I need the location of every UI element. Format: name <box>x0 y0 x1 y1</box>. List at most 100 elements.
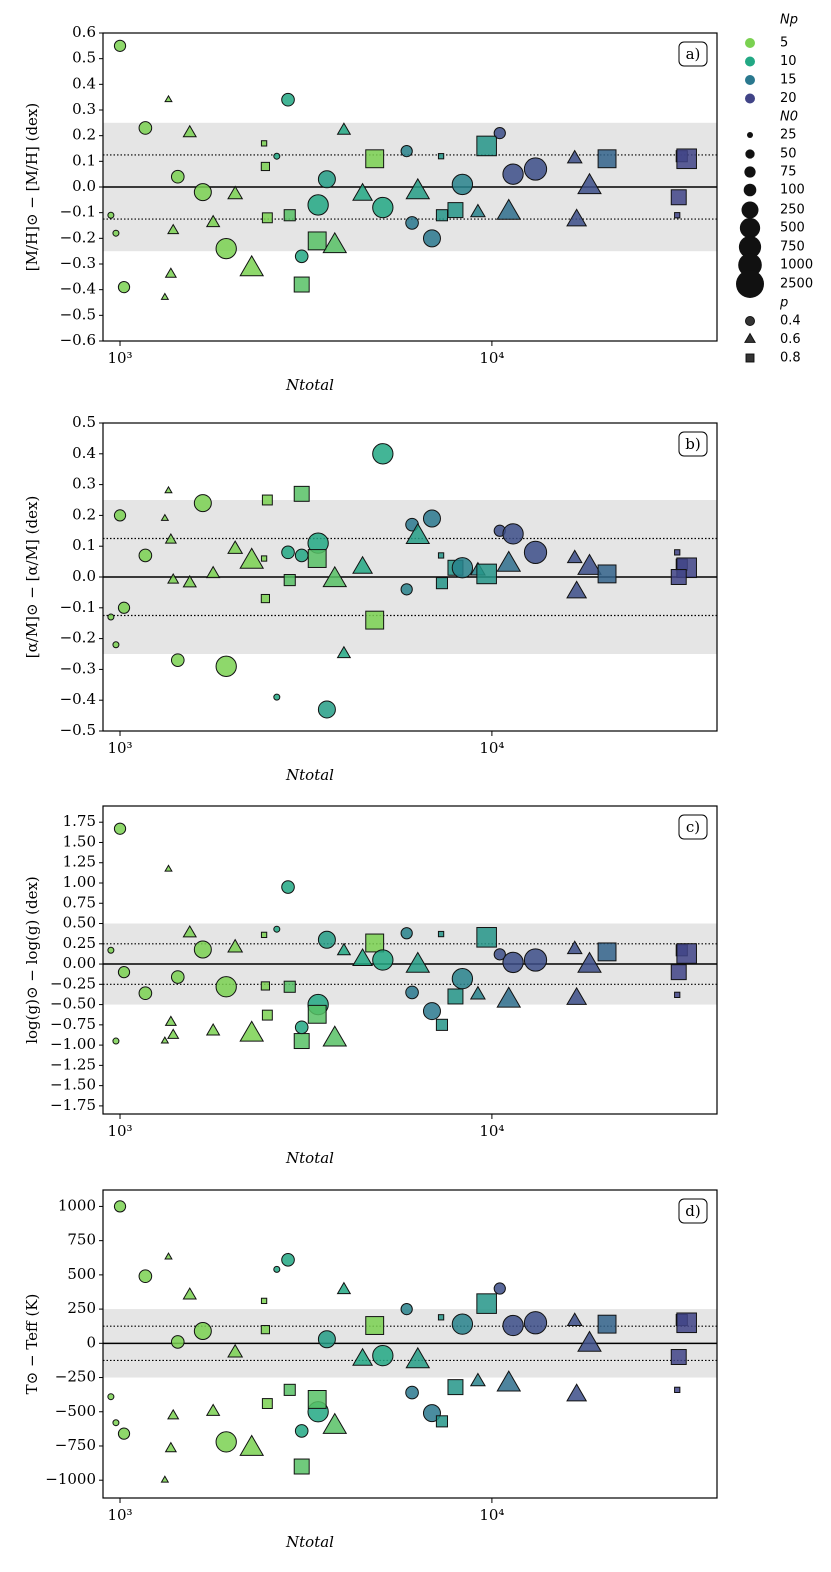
legend-title: p <box>779 296 788 311</box>
data-point <box>170 169 185 184</box>
data-point <box>502 163 524 185</box>
y-axis-label: [α/M]⊙ − [α/M] (dex) <box>23 496 41 659</box>
data-point <box>283 980 296 993</box>
y-tick-label: 0.6 <box>72 23 96 41</box>
legend-label: 0.4 <box>780 314 801 329</box>
y-tick-label: −0.4 <box>60 690 96 708</box>
data-point <box>365 149 385 169</box>
data-point <box>307 1390 327 1409</box>
data-point <box>476 563 497 585</box>
data-point <box>227 185 244 200</box>
axes-frame <box>102 805 718 1115</box>
data-point <box>294 1020 309 1035</box>
legend-label: 15 <box>780 73 797 88</box>
data-point <box>227 938 244 953</box>
data-point <box>496 550 522 572</box>
data-point <box>566 940 583 955</box>
data-point <box>365 1316 385 1335</box>
data-point <box>435 209 449 222</box>
y-tick-label: 500 <box>67 1265 96 1283</box>
legend: Np 5 10 15 20 N0 25 50 75 100 250 500 750 1000 2500 p 0.… <box>736 13 813 366</box>
data-point <box>469 1372 486 1387</box>
data-point <box>336 645 352 659</box>
data-point <box>205 1023 221 1036</box>
panel-label: b) <box>685 435 700 453</box>
y-tick-label: 0.3 <box>72 475 96 493</box>
data-point <box>164 1015 177 1026</box>
axes-frame <box>102 1189 718 1499</box>
data-point <box>566 208 588 227</box>
data-point <box>167 1408 180 1420</box>
data-point <box>676 148 697 170</box>
data-point <box>113 509 127 522</box>
data-point <box>674 1386 681 1393</box>
data-point <box>117 1427 131 1440</box>
data-point <box>469 985 486 1000</box>
data-point <box>239 1020 265 1042</box>
legend-size <box>744 166 756 178</box>
data-point <box>322 1025 348 1047</box>
y-tick-label: −1.75 <box>50 1096 96 1114</box>
data-point <box>260 1297 268 1305</box>
data-point <box>352 182 374 201</box>
data-point <box>674 212 681 219</box>
data-point <box>372 196 394 219</box>
y-tick-label: −1.25 <box>50 1055 96 1073</box>
legend-label: 50 <box>780 147 797 162</box>
y-tick-label: −0.3 <box>60 254 96 272</box>
panel: −1000 −750 −500 −250 0 250 500 750 1000 10³ 10⁴ Nto… <box>23 1189 718 1551</box>
x-tick-label: 10⁴ <box>479 739 504 757</box>
y-tick-label: −1000 <box>45 1470 96 1488</box>
data-point <box>405 177 431 200</box>
data-point <box>372 443 394 465</box>
legend-size <box>738 235 762 259</box>
data-point <box>523 157 548 181</box>
data-point <box>317 170 336 189</box>
data-point <box>107 211 115 219</box>
data-point <box>523 540 548 564</box>
data-point <box>502 1314 524 1337</box>
data-point <box>273 925 281 933</box>
data-point <box>164 864 173 872</box>
legend-marker <box>744 332 756 343</box>
data-point <box>317 930 336 949</box>
y-tick-label: 0.2 <box>72 126 96 144</box>
x-axis-label: Ntotal <box>285 1533 334 1551</box>
data-point <box>160 513 170 521</box>
data-point <box>670 964 687 981</box>
y-tick-label: −0.2 <box>60 228 96 246</box>
y-tick-label: −0.5 <box>60 721 96 739</box>
data-point <box>182 1287 197 1300</box>
legend-size <box>738 253 762 277</box>
data-point <box>164 1441 177 1453</box>
data-point <box>676 943 697 964</box>
panel-label: a) <box>686 45 701 63</box>
data-point <box>170 653 185 667</box>
data-point <box>260 1325 270 1335</box>
data-point <box>447 988 464 1005</box>
data-point <box>293 276 310 293</box>
data-point <box>205 1403 221 1416</box>
y-axis-label: log(g)⊙ − log(g) (dex) <box>23 876 41 1044</box>
data-point <box>281 92 295 107</box>
data-point <box>400 144 413 158</box>
y-tick-label: −0.1 <box>60 203 96 221</box>
panel-label: d) <box>685 1202 700 1220</box>
data-point <box>167 223 180 235</box>
data-point <box>437 153 445 160</box>
panel-label-box <box>678 41 708 67</box>
y-tick-label: −0.25 <box>50 974 96 992</box>
data-point <box>451 967 474 990</box>
legend-label: 750 <box>780 240 805 255</box>
data-point <box>469 203 486 218</box>
data-point <box>164 1252 173 1260</box>
y-axis-label: T⊙ − Teff (K) <box>23 1294 41 1395</box>
data-point <box>112 1037 120 1045</box>
data-point <box>435 1018 449 1031</box>
data-point <box>502 951 524 974</box>
data-point <box>293 1033 310 1050</box>
data-point <box>167 1028 180 1039</box>
data-point <box>317 700 336 719</box>
data-point <box>307 194 329 216</box>
data-point <box>352 1347 374 1366</box>
